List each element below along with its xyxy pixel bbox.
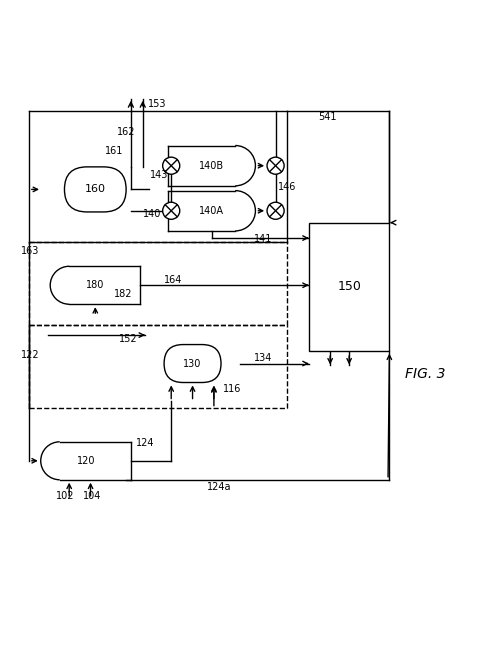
Text: 180: 180	[86, 281, 105, 290]
Circle shape	[163, 202, 180, 219]
Text: 124a: 124a	[207, 483, 231, 492]
Text: 150: 150	[337, 280, 361, 293]
Circle shape	[267, 157, 284, 174]
Text: 152: 152	[119, 334, 138, 344]
Text: 124: 124	[136, 438, 154, 448]
Text: 120: 120	[76, 456, 95, 466]
Text: 182: 182	[114, 289, 133, 299]
Text: 134: 134	[254, 353, 273, 363]
Text: 102: 102	[56, 491, 75, 502]
Polygon shape	[50, 266, 140, 304]
Text: 140: 140	[143, 209, 161, 219]
Text: 141: 141	[254, 234, 273, 244]
Polygon shape	[168, 146, 255, 186]
Polygon shape	[41, 442, 131, 480]
Text: 143: 143	[150, 170, 168, 181]
Text: 163: 163	[21, 246, 39, 256]
Text: 160: 160	[85, 184, 106, 194]
Text: 162: 162	[117, 128, 135, 137]
Text: 164: 164	[164, 275, 182, 284]
Text: 104: 104	[83, 491, 101, 502]
Circle shape	[163, 157, 180, 174]
Text: FIG. 3: FIG. 3	[405, 368, 445, 381]
FancyBboxPatch shape	[164, 345, 221, 383]
Bar	[309, 222, 389, 351]
Text: 161: 161	[105, 146, 123, 156]
Text: 146: 146	[278, 182, 296, 192]
Text: 130: 130	[183, 358, 202, 369]
Text: 153: 153	[147, 99, 166, 109]
Polygon shape	[168, 190, 255, 231]
Text: 541: 541	[318, 112, 337, 122]
Text: 116: 116	[223, 384, 242, 394]
Text: 140A: 140A	[199, 206, 224, 216]
Circle shape	[267, 202, 284, 219]
Text: 140B: 140B	[199, 161, 224, 171]
Text: 122: 122	[21, 351, 39, 360]
FancyBboxPatch shape	[64, 167, 126, 212]
